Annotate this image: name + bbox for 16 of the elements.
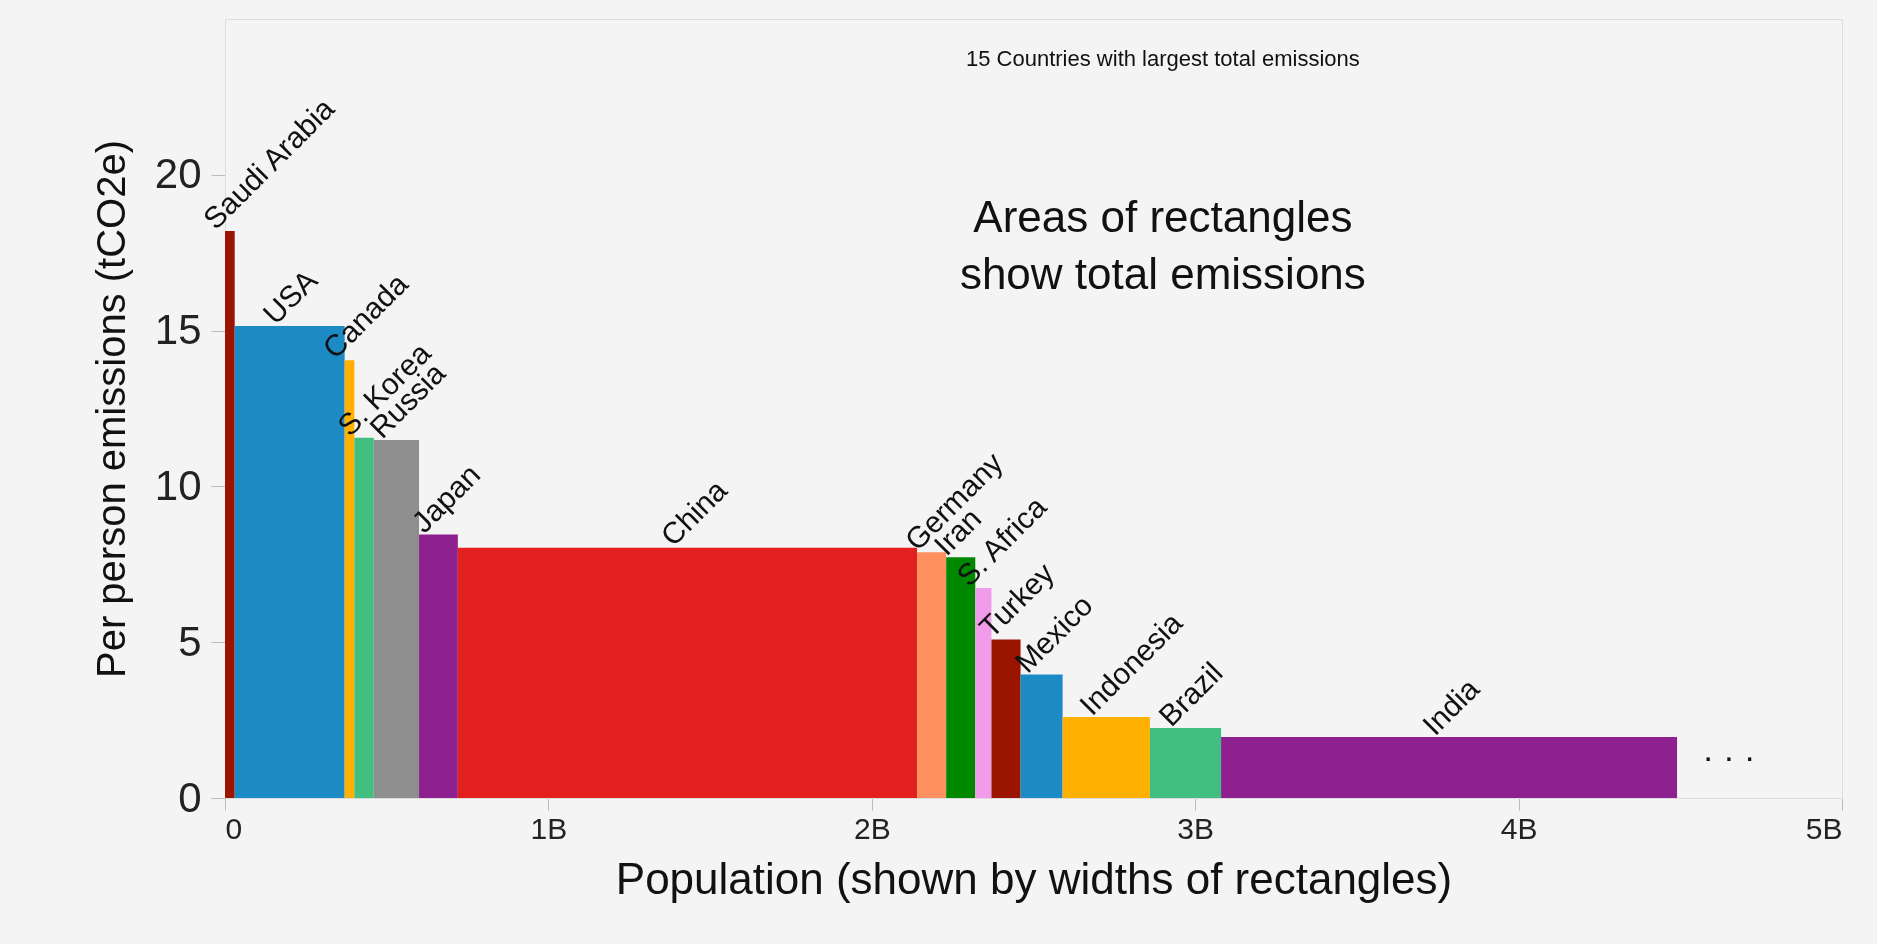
x-tick-label: 3B xyxy=(1177,811,1215,845)
x-tick-label: 4B xyxy=(1500,811,1538,845)
x-tick-label: 0 xyxy=(225,811,243,845)
y-tick-label: 5 xyxy=(178,617,202,665)
annotation: Areas of rectangles show total emissions xyxy=(959,192,1366,299)
y-axis-title: Per person emissions (tCO2e) xyxy=(88,140,133,678)
x-tick-label: 5B xyxy=(1805,811,1843,845)
y-tick-label: 20 xyxy=(154,150,202,198)
y-tick-label: 10 xyxy=(154,461,202,509)
x-tick-label: 2B xyxy=(853,811,891,845)
annotation: USA xyxy=(256,263,324,331)
annotation: 15 Countries with largest total emissions xyxy=(965,46,1360,71)
y-tick-label: 15 xyxy=(154,306,202,354)
annotation: · · · xyxy=(1702,737,1756,775)
x-axis-title: Population (shown by widths of rectangles) xyxy=(615,853,1453,903)
x-tick-label: 1B xyxy=(530,811,568,845)
